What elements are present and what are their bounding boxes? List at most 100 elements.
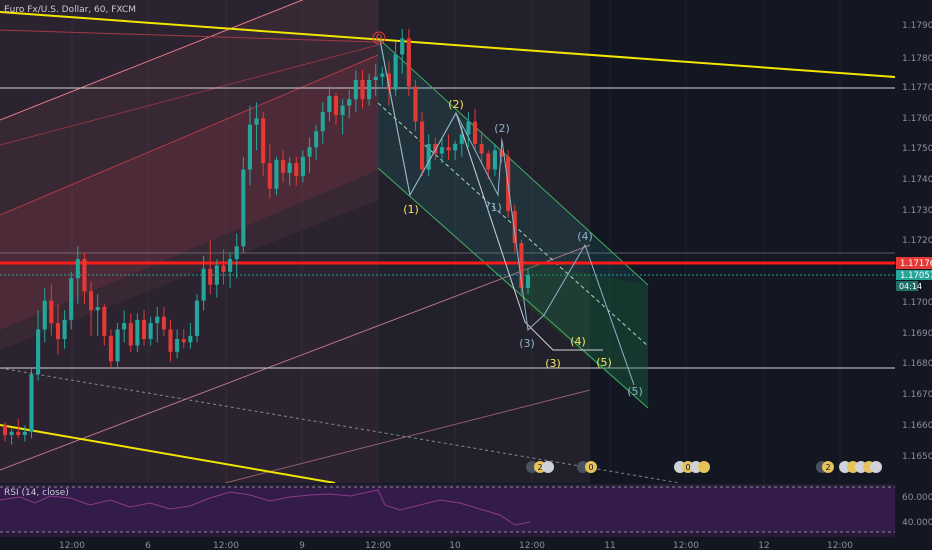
candle-body [439, 147, 444, 154]
price-tick-labels: 1.17900 1.17800 1.17700 1.17600 1.17500 … [902, 21, 932, 462]
candle-body [300, 156, 305, 176]
candle-body [9, 431, 14, 436]
candle-body [89, 291, 94, 311]
candle-body [453, 143, 458, 151]
candle-body [82, 259, 87, 292]
yellow-resistance-trendline[interactable] [0, 11, 895, 78]
wave-label-y2: (2) [448, 98, 464, 111]
event-badge-count: 2 [537, 463, 542, 472]
candle-body [459, 134, 464, 144]
candle-body [433, 143, 438, 154]
candle-body [36, 329, 41, 375]
event-badge[interactable]: 2 [526, 461, 554, 473]
date-range-shade-inner [0, 0, 378, 483]
price-tick: 1.17500 [902, 144, 932, 154]
candle-body [519, 243, 524, 288]
candle-body [327, 95, 332, 112]
candle-body [181, 339, 186, 343]
time-axis[interactable] [0, 537, 932, 550]
candle-body [261, 118, 266, 164]
price-tick: 1.16800 [902, 359, 932, 369]
candle-body [367, 79, 372, 100]
candle-body [512, 211, 517, 244]
event-badge[interactable]: 0 [674, 461, 710, 473]
yellow-support-trendline[interactable] [0, 424, 336, 483]
candle-body [347, 99, 352, 106]
wave-label-b5: (5) [627, 385, 643, 398]
candle-body [208, 268, 213, 285]
candle-body [62, 319, 67, 340]
wave-path-blue [379, 39, 635, 386]
candle-body [525, 275, 531, 288]
rising-channel-mid [0, 54, 379, 216]
symbol-title[interactable]: Euro Fx/U.S. Dollar, 60, FXCM [4, 5, 136, 15]
time-tick: 6 [145, 541, 151, 550]
candle-body [333, 95, 339, 116]
candle-body [108, 335, 113, 362]
candle-body [102, 307, 107, 336]
candle-body [135, 319, 140, 346]
candle-body [267, 163, 272, 189]
candle-body [307, 147, 312, 157]
descending-channel-bottom [377, 167, 649, 409]
wave-label-y4: (4) [570, 335, 586, 348]
event-badge[interactable]: 2 [816, 461, 882, 473]
candle-body [69, 278, 74, 320]
rsi-label: RSI (14, close) [4, 488, 69, 498]
candle-body [161, 316, 166, 330]
price-tick: 1.16500 [902, 452, 932, 462]
time-tick: 12:00 [519, 541, 545, 550]
candle-body [420, 121, 425, 170]
candle-body [42, 300, 47, 330]
wave-label-0: 0 [376, 32, 383, 45]
candle-body [274, 159, 279, 189]
countdown-tag [896, 281, 918, 291]
descending-channel-top [377, 37, 649, 286]
candle-body [446, 147, 451, 151]
rsi-line [0, 489, 531, 526]
wave-label-b1: (1) [486, 201, 502, 214]
time-tick-labels: 12:00 6 12:00 9 12:00 10 12:00 11 12:00 … [59, 541, 853, 550]
candle-body [386, 73, 392, 90]
candle-body [148, 323, 153, 340]
event-badge-count: 0 [588, 463, 593, 472]
grid [71, 0, 841, 483]
price-tick: 1.17800 [902, 54, 932, 64]
time-tick: 12:00 [827, 541, 853, 550]
countdown-tag-text: 04:14 [899, 282, 922, 291]
price-tick: 1.17400 [902, 175, 932, 185]
price-tick: 1.16700 [902, 390, 932, 400]
candle-body [188, 335, 193, 343]
descending-channel-projection [520, 260, 648, 408]
price-tick: 1.17300 [902, 206, 932, 216]
candle-body [499, 150, 504, 157]
wave-label-y3: (3) [545, 357, 561, 370]
dotted-trendline [0, 367, 681, 483]
candle-body [413, 86, 418, 122]
candle-body [16, 431, 21, 436]
candle-body [201, 268, 206, 301]
candle-body [486, 153, 491, 170]
price-tag-green-text: 1.17057 [900, 271, 932, 281]
candle-body [29, 374, 34, 432]
wave-label-b3: (3) [519, 337, 535, 350]
candle-body [49, 300, 54, 324]
candle-body [95, 307, 100, 311]
rising-channel-bottom [0, 244, 591, 471]
candle-body [320, 111, 325, 132]
rising-channel-top [0, 0, 304, 121]
candle-body [22, 431, 27, 436]
price-tick: 1.16600 [902, 421, 932, 431]
main-plot-area[interactable] [0, 0, 895, 483]
event-badge[interactable]: 0 [577, 461, 597, 473]
candle-body [194, 300, 200, 336]
price-tick: 1.17600 [902, 114, 932, 124]
candle-body [472, 121, 478, 144]
candle-body [221, 265, 226, 272]
wave-label-y5: (5) [596, 356, 612, 369]
event-badge-count: 2 [825, 463, 830, 472]
candle-body [247, 124, 253, 170]
candle-body [360, 79, 365, 100]
candle-body [466, 121, 471, 135]
